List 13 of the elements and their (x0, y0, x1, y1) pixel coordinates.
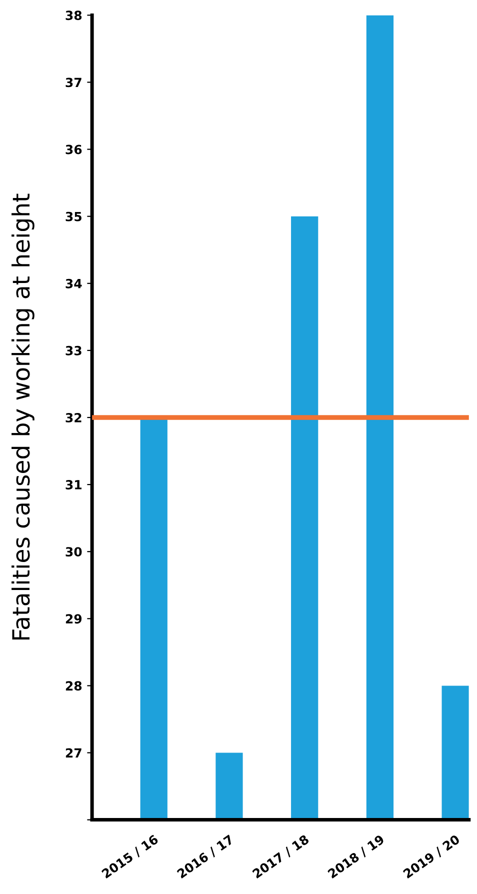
y-tick-label: 30 (66, 547, 82, 557)
y-tick-label: 36 (66, 144, 82, 154)
y-tick-label: 31 (66, 480, 82, 490)
y-tick-label: 27 (66, 748, 82, 758)
y-tick-label: 35 (66, 212, 82, 222)
y-tick-label: 38 (66, 10, 82, 20)
y-tick-label: 29 (66, 614, 82, 624)
y-tick-label: 32 (66, 412, 82, 422)
y-axis-title: Fatalities caused by working at height (12, 194, 34, 640)
y-tick-label: 28 (66, 681, 82, 691)
y-tick-label: 33 (66, 346, 82, 356)
y-tick-label: 37 (66, 78, 82, 88)
y-tick-label: 34 (66, 278, 82, 288)
